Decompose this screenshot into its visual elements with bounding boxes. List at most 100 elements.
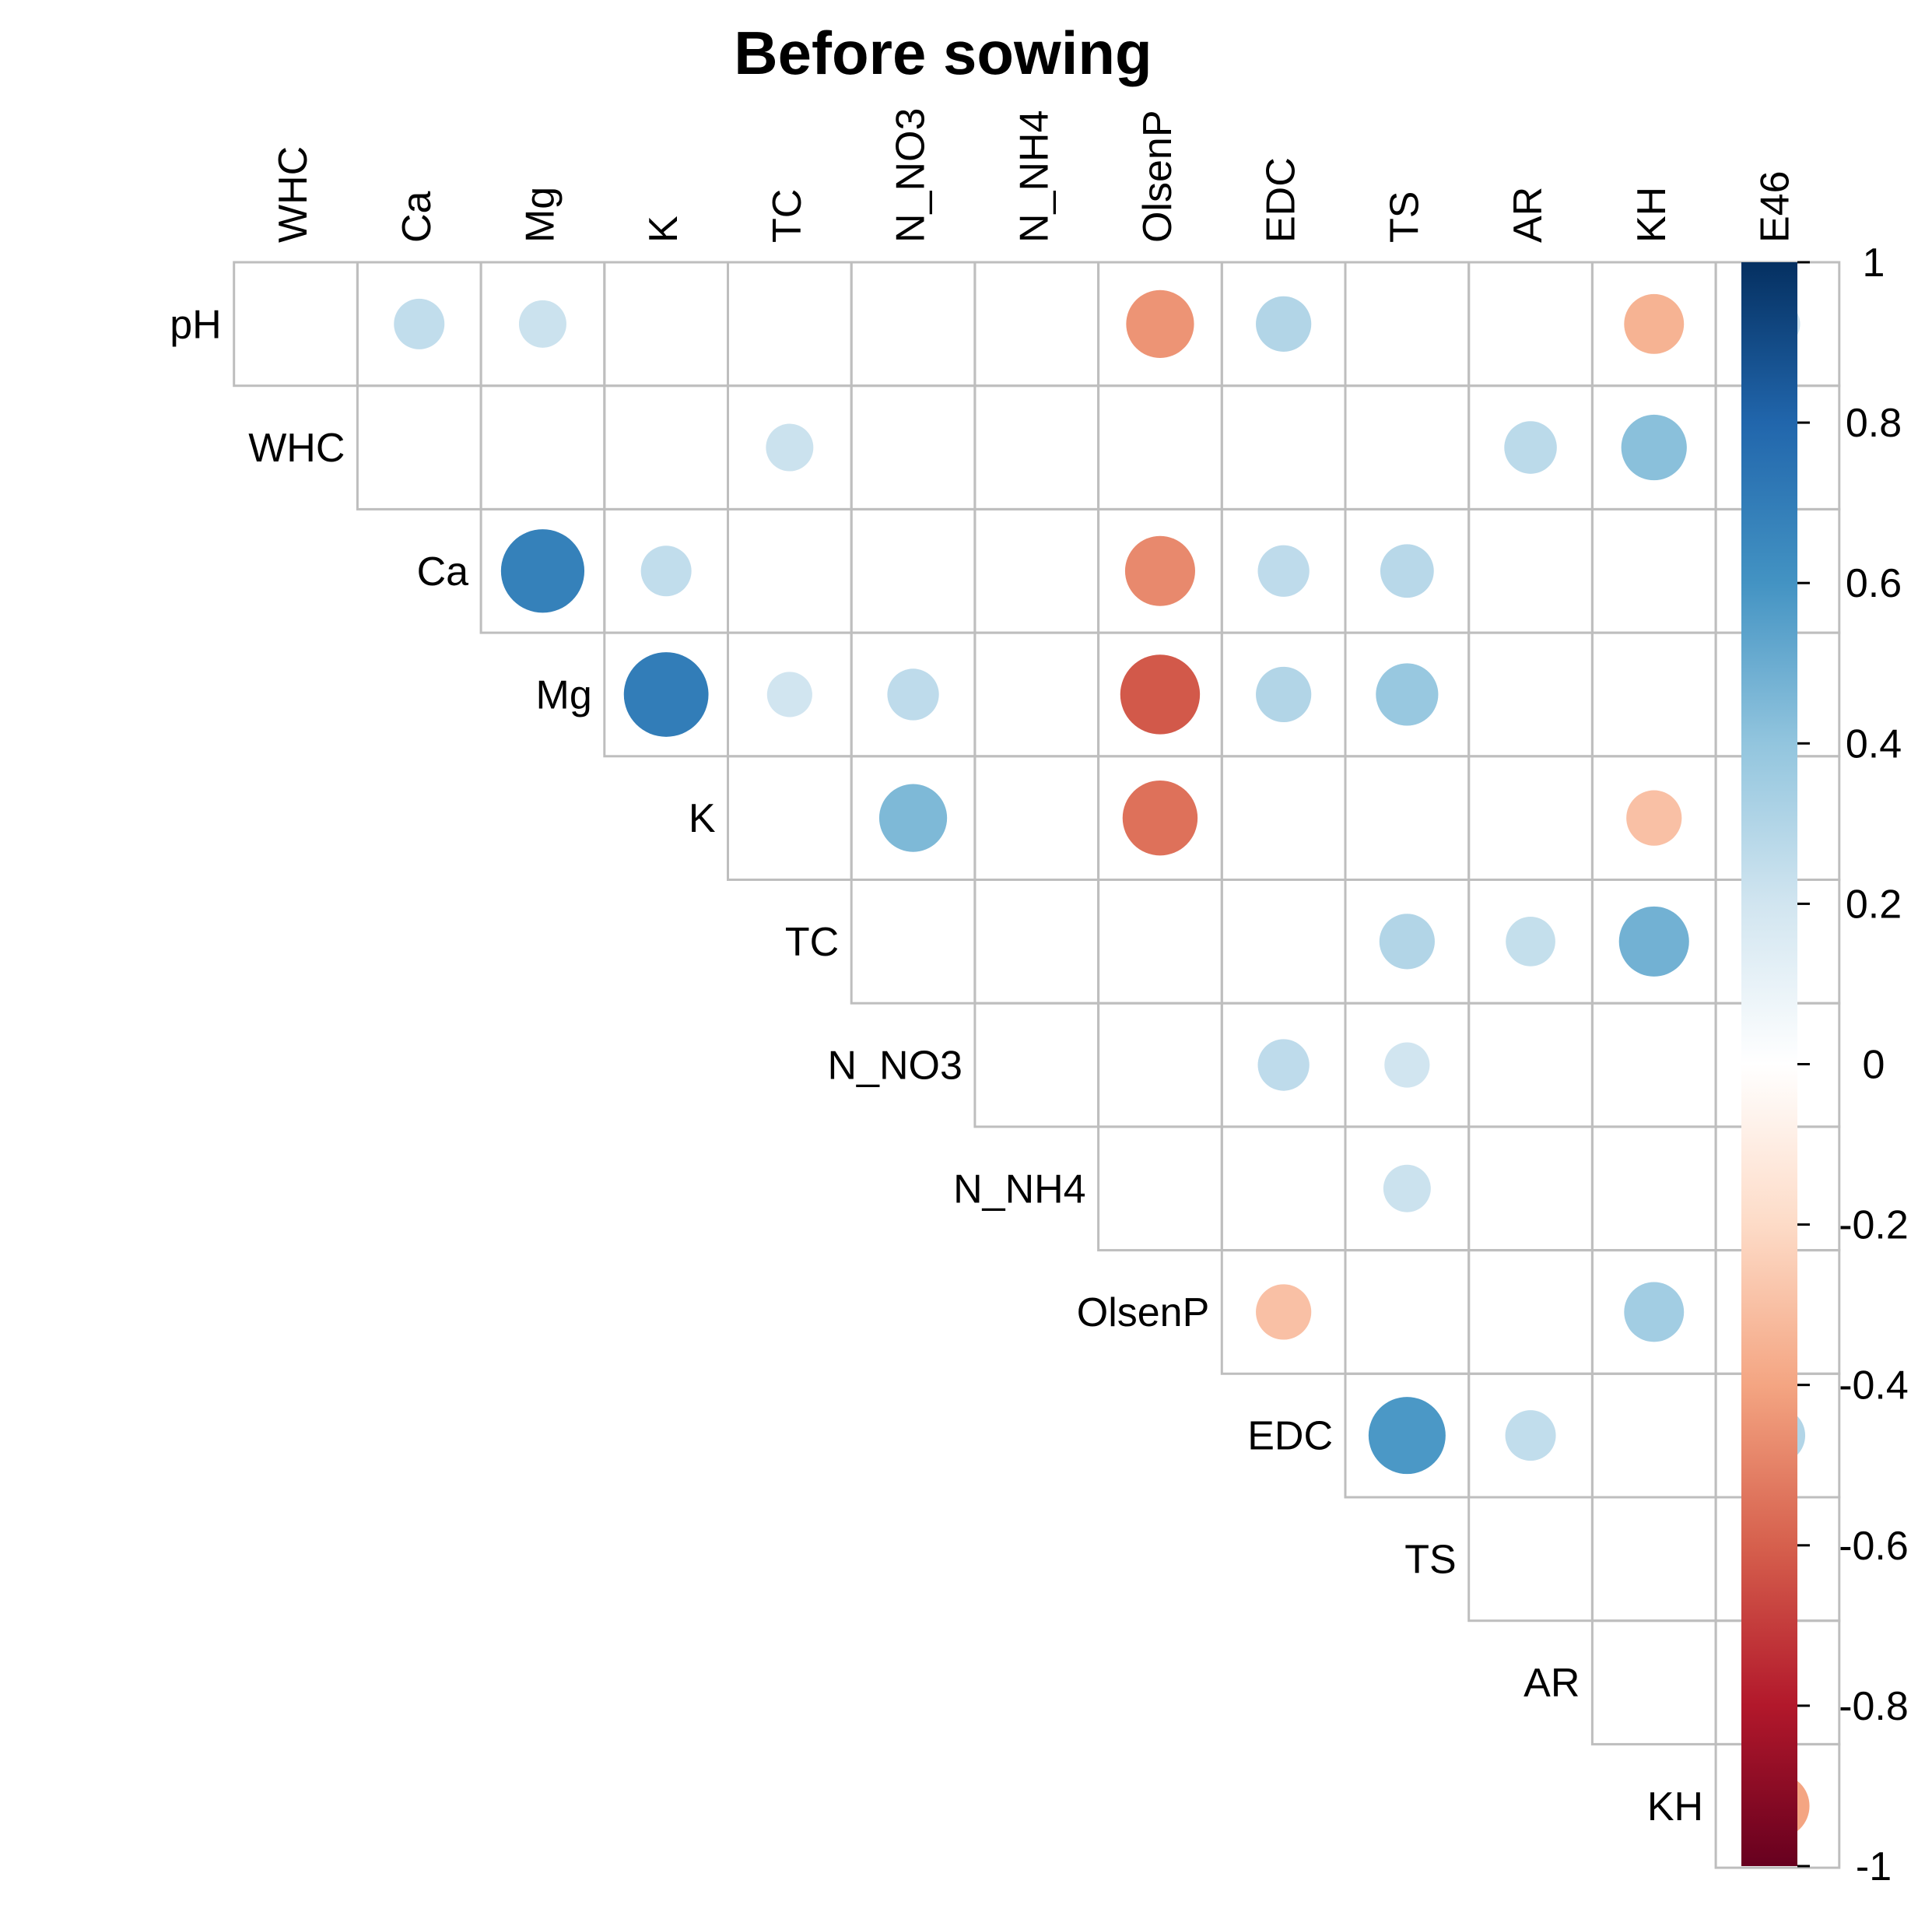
corr-circle-WHC-KH [1621,414,1687,481]
row-label: K [689,796,716,841]
corr-circle-K-N_NO3 [878,784,948,852]
corr-circle-Ca-TS [1380,544,1434,598]
column-label: Mg [517,187,563,243]
column-label: AR [1506,187,1551,243]
column-label: WHC [271,146,316,243]
corr-circle-OlsenP-KH [1624,1282,1685,1342]
corr-circle-Mg-N_NO3 [887,668,939,721]
grid-cell [1344,384,1471,510]
grid-cell [603,261,729,388]
colorbar-tick-label: -0.2 [1839,1203,1909,1248]
colorbar-tick-label: -0.6 [1839,1524,1909,1569]
grid-cell [1467,1125,1594,1252]
grid-cell [1467,1249,1594,1375]
corr-circle-TC-TS [1379,914,1435,970]
grid-cell [727,507,853,634]
row-label: Ca [417,549,469,595]
column-label: TS [1382,191,1427,243]
row-label: WHC [248,426,345,471]
colorbar-gradient [1741,262,1797,1866]
corr-circle-Ca-K [640,546,692,597]
corr-circle-Mg-TS [1376,663,1439,726]
colorbar-tick-label: 0.2 [1846,882,1902,927]
grid-cell [850,507,977,634]
grid-cell [727,755,853,881]
column-label: K [641,216,686,243]
grid-cell [603,384,729,510]
column-label: OlsenP [1135,110,1180,243]
corr-circle-EDC-AR [1505,1410,1556,1461]
grid-cell [1590,631,1717,758]
grid-cell [973,755,1100,881]
corr-circle-TC-KH [1618,906,1689,977]
correlation-circles [394,289,1810,1838]
grid-cell [1467,507,1594,634]
column-labels: WHC Ca Mg K TC N_NO3 N_NH4 OlsenP EDC TS AR KH E46 [271,108,1797,243]
grid-cell [1097,384,1223,510]
corr-circle-pH-KH [1624,293,1685,354]
colorbar-tick-label: 0.4 [1846,721,1902,767]
grid-cell [356,384,482,510]
grid-lines [233,261,1841,1869]
grid-cell [727,261,853,388]
grid-cell [1590,1125,1717,1252]
colorbar-tick-label: 1 [1863,240,1885,286]
corr-circle-K-KH [1626,790,1682,846]
corr-circle-N_NH4-TS [1383,1164,1431,1212]
corr-circle-Mg-OlsenP [1120,654,1201,735]
grid-cell [1220,1125,1347,1252]
colorbar-tick-label: 0.6 [1846,561,1902,606]
colorbar-tick-label: 0.8 [1846,401,1902,446]
grid-cell [233,261,359,388]
row-label: N_NO3 [827,1044,962,1089]
row-label: KH [1647,1784,1703,1830]
colorbar-tick-label: -1 [1856,1844,1892,1889]
corr-circle-Ca-Mg [500,529,585,613]
colorbar-tick-label: -0.4 [1839,1363,1909,1409]
colorbar: 1 0.8 0.6 0.4 0.2 0 -0.2 -0.4 -0.6 -0.8 -1 [1741,240,1909,1889]
corr-circle-K-OlsenP [1122,780,1198,856]
corr-circle-Ca-EDC [1257,545,1310,597]
grid-cell [479,384,606,510]
corr-circle-pH-EDC [1256,296,1312,352]
column-label: E46 [1752,170,1797,243]
grid-cell [850,384,977,510]
column-label: Ca [394,191,440,243]
grid-cell [1220,384,1347,510]
column-label: N_NH4 [1012,111,1057,244]
grid-cell [973,507,1100,634]
corr-circle-EDC-TS [1368,1397,1446,1475]
column-label: KH [1629,187,1674,243]
grid-cell [1097,1125,1223,1252]
grid-cell [973,631,1100,758]
column-label: TC [765,189,810,243]
corr-circle-N_NO3-EDC [1257,1039,1310,1091]
grid-cell [1220,755,1347,881]
grid-cell [1467,1002,1594,1128]
column-label: N_NO3 [889,108,934,243]
column-label: EDC [1259,157,1304,243]
corr-circle-OlsenP-EDC [1256,1284,1312,1340]
grid-cell [1590,1372,1717,1499]
grid-cell [1467,631,1594,758]
corr-circle-TC-AR [1506,917,1555,967]
row-label: EDC [1247,1414,1333,1459]
row-labels: pH WHC Ca Mg K TC N_NO3 N_NH4 OlsenP EDC TS AR KH [170,302,1703,1829]
grid-cell [850,879,977,1005]
corr-circle-Ca-OlsenP [1124,535,1195,606]
grid-cell [1590,1496,1717,1623]
grid-cell [973,1002,1100,1128]
grid-cell [1590,1619,1717,1745]
row-label: N_NH4 [953,1167,1086,1212]
corr-circle-Mg-EDC [1256,666,1312,723]
grid-cell [1590,507,1717,634]
grid-cell [850,261,977,388]
row-label: TC [785,920,839,965]
grid-cell [1590,1002,1717,1128]
row-label: Mg [536,672,592,717]
row-label: AR [1524,1661,1580,1706]
corr-circle-Mg-K [623,652,709,737]
corr-circle-WHC-TC [766,423,814,472]
row-label: pH [170,302,221,347]
